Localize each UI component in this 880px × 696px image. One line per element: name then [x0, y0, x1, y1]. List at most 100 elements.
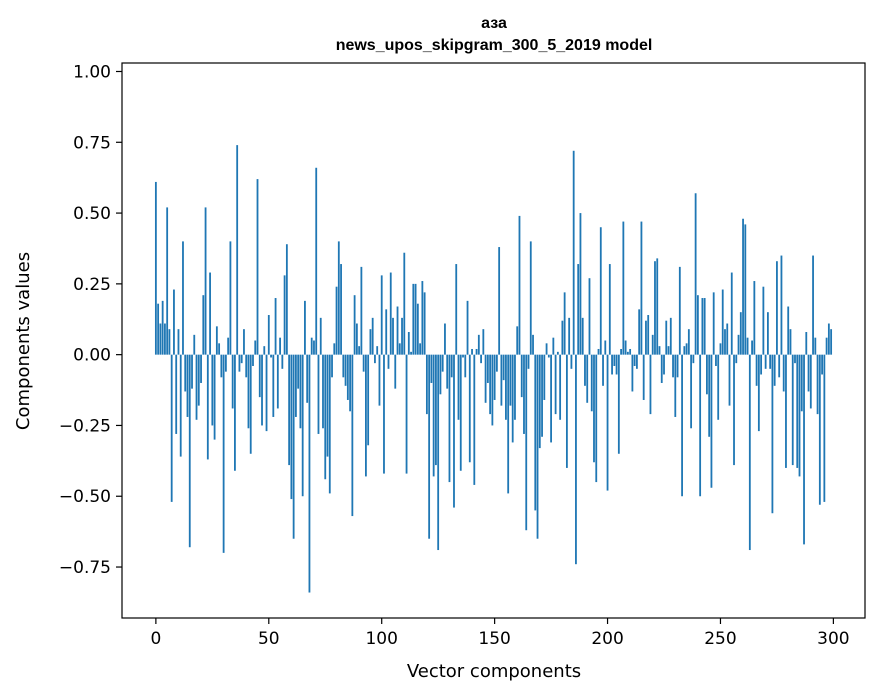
- bar-component-239: [694, 193, 697, 355]
- bar-component-243: [703, 298, 706, 355]
- bar-component-151: [495, 354, 498, 372]
- bar-component-187: [577, 264, 580, 355]
- bar-component-279: [785, 354, 787, 468]
- bar-component-51: [270, 354, 272, 358]
- bar-component-195: [595, 354, 598, 483]
- bar-component-254: [728, 354, 731, 406]
- bar-component-108: [398, 343, 401, 355]
- bar-component-154: [502, 354, 505, 381]
- bar-component-60: [290, 354, 293, 500]
- bar-component-47: [261, 354, 263, 426]
- bar-component-272: [769, 354, 772, 369]
- bar-component-165: [527, 354, 530, 369]
- bar-component-15: [188, 354, 191, 548]
- y-tick-label: −0.50: [59, 487, 111, 507]
- bar-component-38: [240, 354, 243, 364]
- bar-component-117: [419, 343, 422, 355]
- bar-component-202: [611, 354, 613, 375]
- bar-component-211: [631, 354, 634, 392]
- bar-component-44: [254, 340, 257, 355]
- bar-component-118: [421, 281, 424, 355]
- bar-component-262: [746, 337, 749, 355]
- bar-component-87: [351, 354, 354, 517]
- bar-component-102: [385, 309, 388, 355]
- bar-component-71: [315, 167, 318, 355]
- bar-component-218: [647, 315, 650, 355]
- bar-component-56: [281, 354, 284, 369]
- bar-component-233: [681, 354, 683, 497]
- bar-component-61: [292, 354, 295, 539]
- bar-component-125: [437, 354, 440, 551]
- bar-component-146: [484, 354, 487, 403]
- bar-component-278: [782, 354, 785, 392]
- bar-component-226: [665, 320, 668, 355]
- bar-component-295: [821, 354, 823, 375]
- bar-component-77: [328, 354, 331, 494]
- chart-subtitle: news_upos_skipgram_300_5_2019 model: [336, 37, 653, 54]
- bar-component-53: [274, 298, 277, 355]
- bar-component-264: [751, 340, 753, 355]
- bar-component-27: [215, 326, 218, 355]
- bar-component-82: [340, 264, 342, 355]
- bar-component-284: [796, 354, 799, 468]
- y-tick-label: 0.50: [73, 204, 111, 224]
- bar-component-215: [640, 221, 643, 355]
- bar-component-80: [335, 286, 338, 355]
- x-tick-label: 150: [478, 629, 510, 649]
- bar-component-16: [191, 354, 193, 389]
- bar-component-288: [805, 332, 808, 355]
- x-tick-label: 100: [365, 629, 397, 649]
- bar-component-137: [464, 354, 467, 378]
- plot-frame: [121, 62, 866, 619]
- bar-component-74: [322, 354, 324, 429]
- bar-component-23: [206, 354, 209, 460]
- bar-component-275: [776, 261, 778, 355]
- bar-component-223: [658, 346, 661, 355]
- bar-component-260: [742, 218, 744, 355]
- x-axis-ticks: 0 50 100 150 200 250 300: [150, 618, 850, 649]
- bar-component-48: [263, 346, 266, 355]
- bar-component-21: [202, 295, 205, 355]
- bar-component-214: [638, 309, 641, 355]
- bar-component-199: [604, 340, 607, 355]
- bar-component-232: [678, 266, 681, 355]
- bar-component-24: [209, 272, 211, 355]
- bar-component-190: [584, 354, 586, 386]
- bar-component-267: [757, 354, 760, 432]
- bar-component-72: [317, 354, 320, 434]
- bar-component-291: [812, 255, 814, 355]
- bar-component-32: [227, 337, 230, 355]
- bar-component-6: [168, 329, 171, 355]
- bar-component-197: [599, 227, 602, 355]
- bar-component-297: [825, 337, 828, 355]
- bar-component-30: [222, 354, 225, 553]
- bar-component-90: [358, 346, 361, 355]
- bar-component-265: [753, 281, 756, 355]
- bar-component-244: [706, 354, 708, 395]
- bar-component-114: [412, 283, 415, 355]
- bar-component-112: [407, 332, 410, 355]
- bar-component-73: [319, 317, 322, 355]
- bar-component-2: [159, 323, 162, 355]
- bar-component-273: [771, 354, 774, 514]
- bar-component-287: [803, 354, 805, 545]
- bar-component-219: [649, 354, 652, 415]
- bar-component-250: [719, 343, 722, 355]
- bar-component-159: [514, 354, 516, 420]
- bar-component-126: [439, 354, 442, 395]
- bar-component-92: [362, 354, 365, 372]
- bar-series: [154, 145, 833, 593]
- bar-component-13: [184, 354, 187, 392]
- y-tick-label: 0.75: [73, 133, 111, 153]
- bar-component-109: [401, 317, 403, 355]
- bar-component-35: [234, 354, 236, 471]
- bar-component-69: [310, 337, 313, 355]
- bar-component-299: [830, 329, 833, 355]
- x-tick-label: 200: [591, 629, 623, 649]
- bar-component-133: [455, 264, 458, 355]
- bar-component-34: [231, 354, 234, 409]
- bar-component-88: [353, 295, 356, 355]
- bar-component-62: [294, 354, 297, 417]
- bar-component-206: [620, 348, 622, 355]
